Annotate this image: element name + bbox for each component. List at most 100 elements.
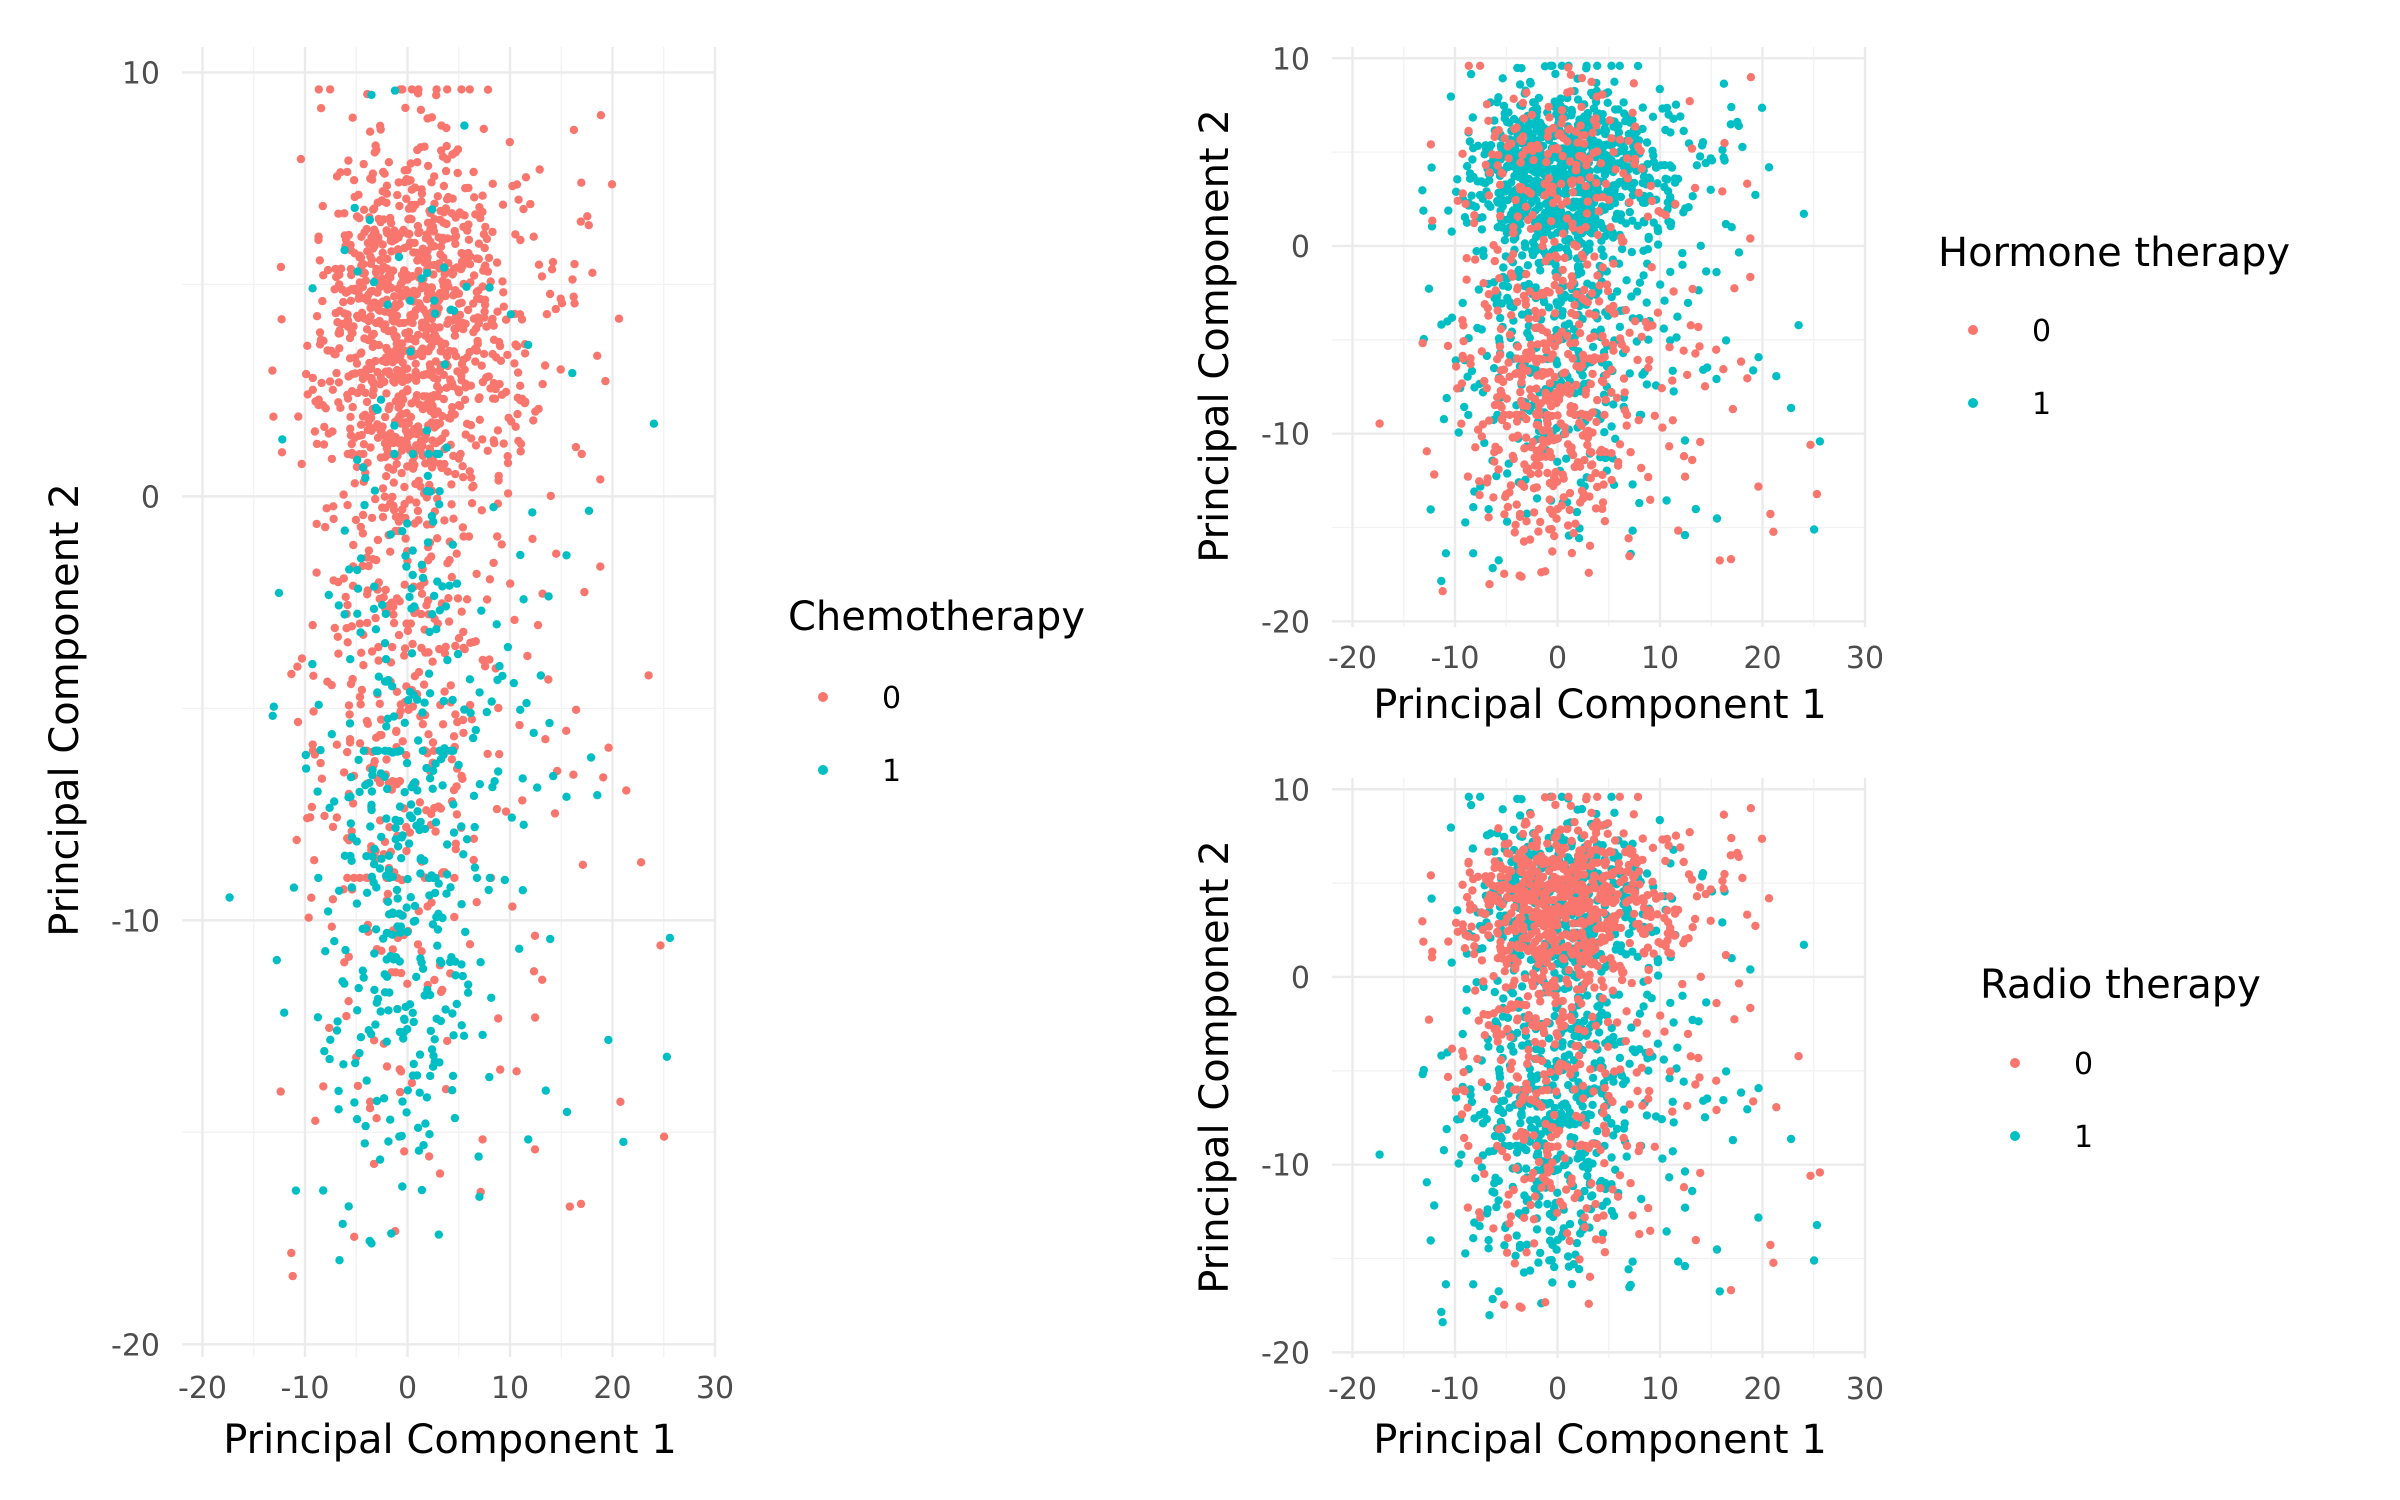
chemotherapy-point-group-0 — [538, 379, 547, 389]
hormone-therapy-point-group-0 — [1545, 495, 1554, 504]
chemotherapy-point-group-1 — [352, 1115, 362, 1124]
hormone-therapy-point-group-1 — [1669, 387, 1678, 396]
radio-therapy-point-group-0 — [1426, 871, 1436, 880]
chemotherapy-point-group-1 — [405, 687, 415, 696]
chemotherapy-point-group-1 — [398, 1097, 407, 1106]
chemotherapy-point-group-1 — [316, 745, 325, 755]
chemotherapy-point-group-1 — [428, 920, 438, 929]
chemotherapy-point-group-1 — [393, 894, 402, 903]
chemotherapy-point-group-0 — [544, 675, 553, 684]
hormone-therapy-point-group-0 — [1534, 527, 1543, 536]
chemotherapy-point-group-1 — [604, 1035, 613, 1045]
chemotherapy-point-group-1 — [448, 695, 457, 705]
chemotherapy-point-group-1 — [332, 1026, 342, 1035]
hormone-therapy-point-group-0 — [1585, 354, 1594, 363]
hormone-therapy-point-group-0 — [1494, 465, 1503, 474]
radio-therapy-point-group-1 — [1488, 1294, 1497, 1304]
radio-therapy-point-group-1 — [1484, 1244, 1493, 1253]
radio-therapy-point-group-1 — [1669, 1018, 1678, 1027]
hormone-therapy-point-group-0 — [1537, 288, 1546, 298]
chemotherapy-point-group-0 — [334, 378, 344, 387]
hormone-therapy-point-group-0 — [1558, 114, 1567, 123]
chemotherapy-point-group-1 — [586, 753, 596, 762]
chemotherapy-point-group-0 — [389, 478, 398, 487]
hormone-therapy-point-group-0 — [1612, 393, 1622, 402]
hormone-therapy-point-group-0 — [1577, 73, 1587, 83]
chemotherapy-point-group-0 — [336, 264, 346, 273]
chemotherapy-point-group-1 — [354, 983, 363, 993]
chemotherapy-point-group-0 — [375, 380, 385, 389]
hormone-therapy-point-group-0 — [1579, 285, 1589, 295]
hormone-therapy-point-group-1 — [1426, 505, 1435, 514]
chemotherapy-point-group-0 — [535, 165, 544, 174]
chemotherapy-point-group-1 — [446, 883, 455, 892]
radio-therapy-point-group-1 — [1653, 958, 1663, 967]
chemotherapy-point-group-1 — [413, 786, 422, 795]
chemotherapy-point-group-0 — [450, 324, 459, 334]
chemotherapy-point-group-1 — [435, 746, 444, 755]
chemotherapy-point-group-0 — [319, 1082, 328, 1091]
hormone-therapy-point-group-0 — [1491, 128, 1501, 137]
chemotherapy-point-group-1 — [475, 780, 484, 789]
hormone-therapy-point-group-1 — [1525, 164, 1534, 173]
hormone-therapy-point-group-1 — [1615, 61, 1625, 70]
radio-therapy-point-group-1 — [1442, 1124, 1451, 1134]
chemotherapy-point-group-0 — [474, 239, 484, 248]
chemotherapy-point-group-0 — [353, 1081, 363, 1091]
chemotherapy-point-group-0 — [417, 318, 427, 327]
radio-therapy-point-group-0 — [1661, 856, 1670, 866]
hormone-therapy-point-group-0 — [1567, 308, 1576, 318]
chemotherapy-point-group-0 — [375, 316, 384, 326]
hormone-therapy-x-tick-label: -20 — [1328, 641, 1377, 676]
hormone-therapy-point-group-1 — [1562, 244, 1571, 253]
chemotherapy-point-group-1 — [319, 1186, 328, 1195]
hormone-therapy-point-group-0 — [1511, 196, 1520, 205]
chemotherapy-point-group-1 — [370, 844, 379, 854]
chemotherapy-point-group-0 — [484, 372, 493, 381]
chemotherapy-point-group-1 — [369, 277, 379, 287]
chemotherapy-point-group-0 — [516, 235, 525, 245]
radio-therapy-point-group-1 — [1439, 1146, 1449, 1155]
chemotherapy-point-group-1 — [359, 746, 368, 755]
hormone-therapy-point-group-0 — [1550, 237, 1559, 246]
chemotherapy-point-group-0 — [427, 283, 437, 292]
chemotherapy-point-group-1 — [382, 1037, 391, 1046]
chemotherapy-point-group-1 — [330, 937, 339, 946]
hormone-therapy-point-group-0 — [1720, 138, 1729, 148]
chemotherapy-point-group-1 — [386, 1115, 395, 1124]
chemotherapy-point-group-1 — [330, 797, 339, 806]
chemotherapy-point-group-0 — [447, 572, 456, 582]
chemotherapy-point-group-0 — [441, 642, 450, 651]
hormone-therapy-point-group-0 — [1493, 306, 1502, 315]
hormone-therapy-point-group-1 — [1607, 61, 1616, 70]
chemotherapy-point-group-0 — [352, 462, 362, 472]
chemotherapy-point-group-1 — [457, 900, 466, 909]
chemotherapy-point-group-0 — [493, 426, 503, 435]
hormone-therapy-point-group-0 — [1564, 125, 1573, 134]
chemotherapy-point-group-0 — [521, 173, 531, 182]
hormone-therapy-y-axis-title: Principal Component 2 — [1192, 109, 1238, 563]
chemotherapy-point-group-0 — [577, 449, 586, 459]
chemotherapy-point-group-0 — [307, 802, 317, 812]
hormone-therapy-point-group-0 — [1518, 98, 1528, 108]
hormone-therapy-y-tick-label: -20 — [1261, 605, 1310, 640]
hormone-therapy-point-group-1 — [1719, 79, 1729, 88]
hormone-therapy-point-group-0 — [1575, 151, 1584, 161]
hormone-therapy-point-group-0 — [1583, 440, 1592, 450]
hormone-therapy-point-group-0 — [1551, 251, 1560, 260]
chemotherapy-point-group-1 — [344, 1202, 353, 1211]
hormone-therapy-point-group-0 — [1517, 137, 1527, 146]
hormone-therapy-point-group-0 — [1497, 168, 1506, 177]
chemotherapy-point-group-1 — [405, 592, 414, 602]
chemotherapy-point-group-0 — [297, 654, 307, 663]
chemotherapy-point-group-0 — [408, 464, 418, 473]
radio-therapy-point-group-1 — [1503, 1013, 1513, 1022]
chemotherapy-point-group-0 — [408, 318, 417, 328]
chemotherapy-point-group-0 — [420, 142, 429, 151]
hormone-therapy-point-group-0 — [1620, 388, 1629, 397]
chemotherapy-y-tick-label: -20 — [111, 1328, 160, 1363]
hormone-therapy-point-group-0 — [1746, 272, 1755, 282]
chemotherapy-point-group-0 — [569, 770, 578, 779]
radio-therapy-point-group-1 — [1457, 1150, 1466, 1159]
